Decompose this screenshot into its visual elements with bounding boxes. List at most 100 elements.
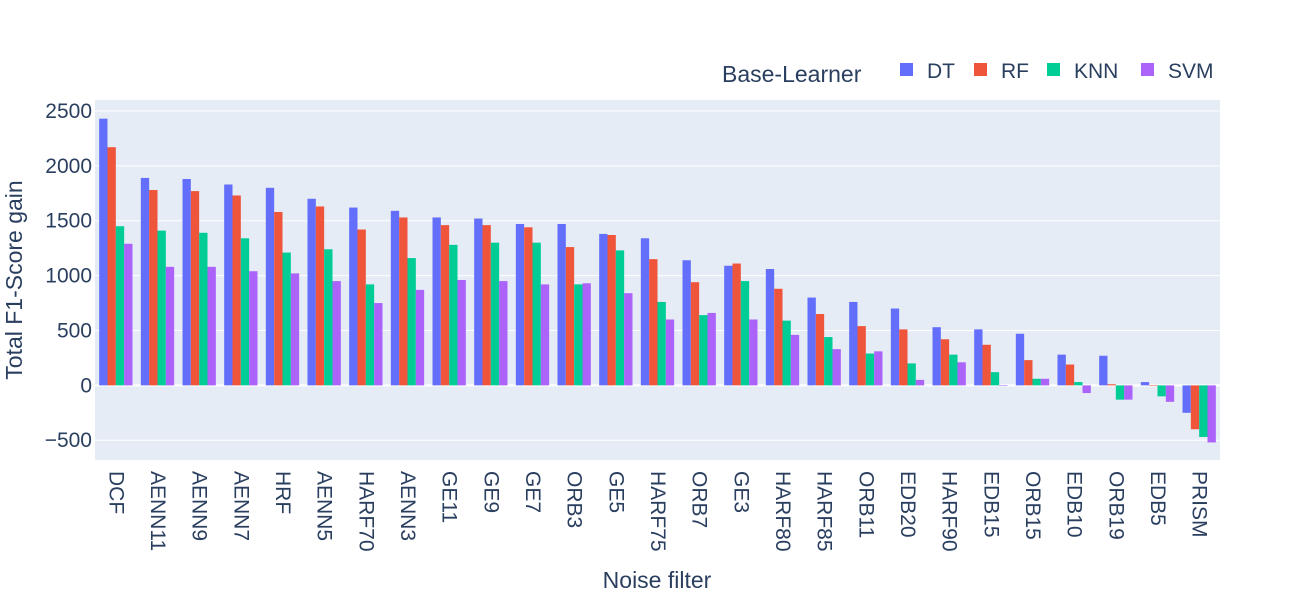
- bar-dt: [974, 329, 983, 386]
- x-tick-label: DCF: [104, 471, 127, 514]
- bar-rf: [315, 206, 325, 386]
- bar-rf: [732, 263, 741, 386]
- bar-rf: [1024, 360, 1033, 386]
- x-tick-label: GE5: [604, 471, 627, 513]
- bar-svm: [249, 271, 258, 386]
- bar-dt: [99, 118, 108, 386]
- bar-knn: [282, 252, 291, 386]
- bar-dt: [1015, 333, 1025, 386]
- bar-dt: [557, 224, 566, 386]
- bar-rf: [815, 314, 825, 386]
- bar-dt: [1057, 354, 1066, 386]
- bar-dt: [224, 184, 233, 386]
- bar-svm: [415, 289, 425, 386]
- bar-knn: [115, 226, 125, 386]
- x-tick-label: AENN5: [313, 471, 336, 541]
- bar-rf: [1065, 364, 1075, 386]
- bar-dt: [807, 297, 816, 386]
- bar-rf: [274, 211, 283, 386]
- x-tick-label: AENN11: [146, 471, 169, 551]
- bar-knn: [782, 320, 791, 386]
- legend-swatch-dt: [900, 63, 913, 76]
- bar-knn: [990, 372, 1000, 386]
- bar-rf: [1149, 385, 1158, 386]
- bar-rf: [399, 217, 408, 386]
- x-tick-label: HRF: [271, 471, 294, 514]
- bar-dt: [474, 218, 483, 386]
- bar-svm: [1040, 378, 1050, 386]
- bar-dt: [390, 210, 400, 386]
- bar-dt: [724, 265, 733, 386]
- x-tick-label: HARF85: [813, 471, 836, 552]
- bar-svm: [790, 334, 800, 386]
- bar-dt: [1140, 382, 1150, 386]
- x-tick-label: GE9: [479, 471, 502, 513]
- bar-svm: [374, 303, 383, 386]
- x-tick-label: PRISM: [1188, 471, 1211, 538]
- legend-title: Base-Learner: [722, 61, 862, 87]
- y-tick-label: −500: [45, 429, 92, 452]
- bar-knn: [740, 281, 750, 386]
- bar-knn: [240, 238, 250, 386]
- bar-dt: [140, 177, 150, 386]
- bar-knn: [1032, 378, 1041, 386]
- bar-rf: [107, 147, 116, 386]
- bar-svm: [999, 385, 1008, 386]
- bar-knn: [1074, 382, 1083, 386]
- bar-svm: [624, 293, 633, 386]
- bar-knn: [1157, 385, 1166, 397]
- bar-knn: [865, 353, 875, 386]
- bar-svm: [665, 319, 675, 386]
- y-axis-ticks: −500 0 500 1000 1500 2000 2500: [45, 100, 92, 452]
- bar-svm: [1124, 385, 1133, 400]
- bar-svm: [707, 312, 716, 386]
- bar-dt: [890, 308, 900, 386]
- y-tick-label: 2500: [45, 100, 92, 123]
- bar-rf: [1190, 385, 1200, 430]
- bar-svm: [1207, 385, 1216, 443]
- bar-rf: [482, 225, 491, 386]
- bar-svm: [457, 280, 466, 386]
- bar-dt: [1182, 385, 1191, 413]
- legend-label-rf: RF: [1001, 60, 1029, 83]
- bar-rf: [857, 326, 866, 386]
- bar-rf: [149, 190, 158, 386]
- x-tick-label: EDB20: [896, 471, 919, 538]
- bar-dt: [349, 207, 358, 386]
- x-tick-label: HARF80: [771, 471, 794, 552]
- legend-swatch-knn: [1047, 63, 1060, 76]
- legend-label-knn: KNN: [1074, 60, 1118, 83]
- x-tick-label: EDB15: [979, 471, 1002, 538]
- bar-svm: [332, 281, 341, 386]
- bar-knn: [949, 354, 958, 386]
- bar-rf: [690, 282, 700, 386]
- bar-dt: [849, 301, 858, 386]
- x-tick-label: EDB5: [1146, 471, 1169, 526]
- bar-knn: [365, 284, 375, 386]
- bar-svm: [915, 379, 925, 386]
- legend-swatch-rf: [974, 63, 987, 76]
- bar-knn: [532, 242, 541, 386]
- bars: [99, 118, 1216, 443]
- legend-label-svm: SVM: [1168, 60, 1214, 83]
- bar-dt: [515, 224, 525, 386]
- bar-dt: [1099, 355, 1108, 386]
- x-tick-label: AENN7: [229, 471, 252, 541]
- bar-rf: [524, 227, 533, 386]
- x-tick-label: ORB15: [1021, 471, 1044, 540]
- bar-dt: [307, 198, 316, 386]
- bar-rf: [982, 344, 991, 386]
- bar-knn: [615, 250, 625, 386]
- bar-knn: [324, 249, 333, 386]
- bar-svm: [165, 266, 175, 386]
- x-tick-label: ORB19: [1104, 471, 1127, 540]
- bar-rf: [899, 329, 908, 386]
- x-axis-title: Noise filter: [603, 567, 712, 593]
- bar-dt: [182, 179, 191, 386]
- bar-rf: [649, 259, 658, 386]
- bar-knn: [1199, 385, 1208, 437]
- bar-svm: [749, 319, 758, 386]
- bar-svm: [290, 273, 300, 386]
- bar-svm: [1165, 385, 1175, 402]
